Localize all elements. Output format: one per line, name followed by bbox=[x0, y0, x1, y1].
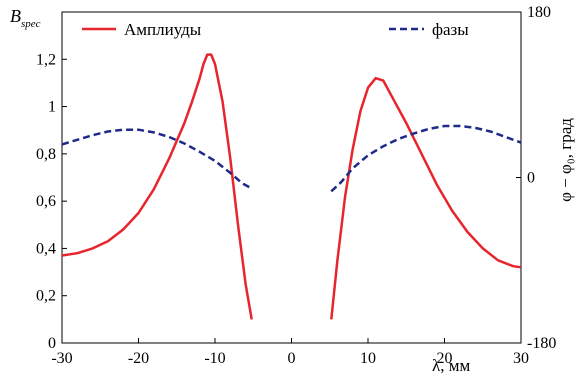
y-axis-ticks: 0 0,2 0,4 0,6 0,8 1 1,2 bbox=[36, 51, 67, 352]
x-axis-label: λ, мм bbox=[432, 356, 471, 375]
series-phases-line-1 bbox=[61, 128, 253, 190]
y2-axis-ticks: -180 0 180 bbox=[516, 4, 556, 352]
y-axis-label-main: B bbox=[10, 6, 21, 26]
x-tick-label: -20 bbox=[128, 350, 149, 367]
x-axis-ticks: -30 -20 -10 0 10 20 30 bbox=[51, 338, 529, 367]
legend: Амплиуды фазы bbox=[82, 20, 469, 39]
series-amplitudes-line-1 bbox=[61, 53, 253, 320]
legend-label-amplitudes: Амплиуды bbox=[124, 20, 202, 39]
y-tick-label: 0,2 bbox=[36, 288, 56, 305]
y-tick-label: 0,6 bbox=[36, 193, 56, 210]
y-axis-label-subscript: spec bbox=[21, 18, 41, 30]
y-tick-label: 0,4 bbox=[36, 240, 56, 257]
plot-area-border bbox=[61, 11, 522, 344]
y-axis-label: Bspec bbox=[10, 6, 41, 30]
legend-label-phases: фазы bbox=[432, 20, 469, 39]
plot-frame bbox=[61, 11, 522, 344]
series-layer bbox=[61, 53, 522, 320]
x-tick-label: 20 bbox=[437, 350, 453, 367]
y-tick-label: 1 bbox=[48, 99, 56, 116]
y2-tick-label: 180 bbox=[527, 4, 551, 21]
y-tick-label: 1,2 bbox=[36, 51, 56, 68]
x-tick-label: 10 bbox=[360, 350, 376, 367]
y2-tick-label: -180 bbox=[527, 335, 556, 352]
x-tick-label: -10 bbox=[204, 350, 225, 367]
x-tick-label: -30 bbox=[51, 350, 72, 367]
y-tick-label: 0,8 bbox=[36, 146, 56, 163]
series-amplitudes-line-2 bbox=[330, 76, 522, 320]
series-phases-line-2 bbox=[330, 124, 522, 193]
y2-tick-label: 0 bbox=[527, 170, 535, 187]
y2-axis-label: φ − φ₀, град bbox=[556, 118, 575, 202]
x-tick-label: 30 bbox=[513, 350, 529, 367]
y-tick-label: 0 bbox=[48, 335, 56, 352]
x-tick-label: 0 bbox=[288, 350, 296, 367]
